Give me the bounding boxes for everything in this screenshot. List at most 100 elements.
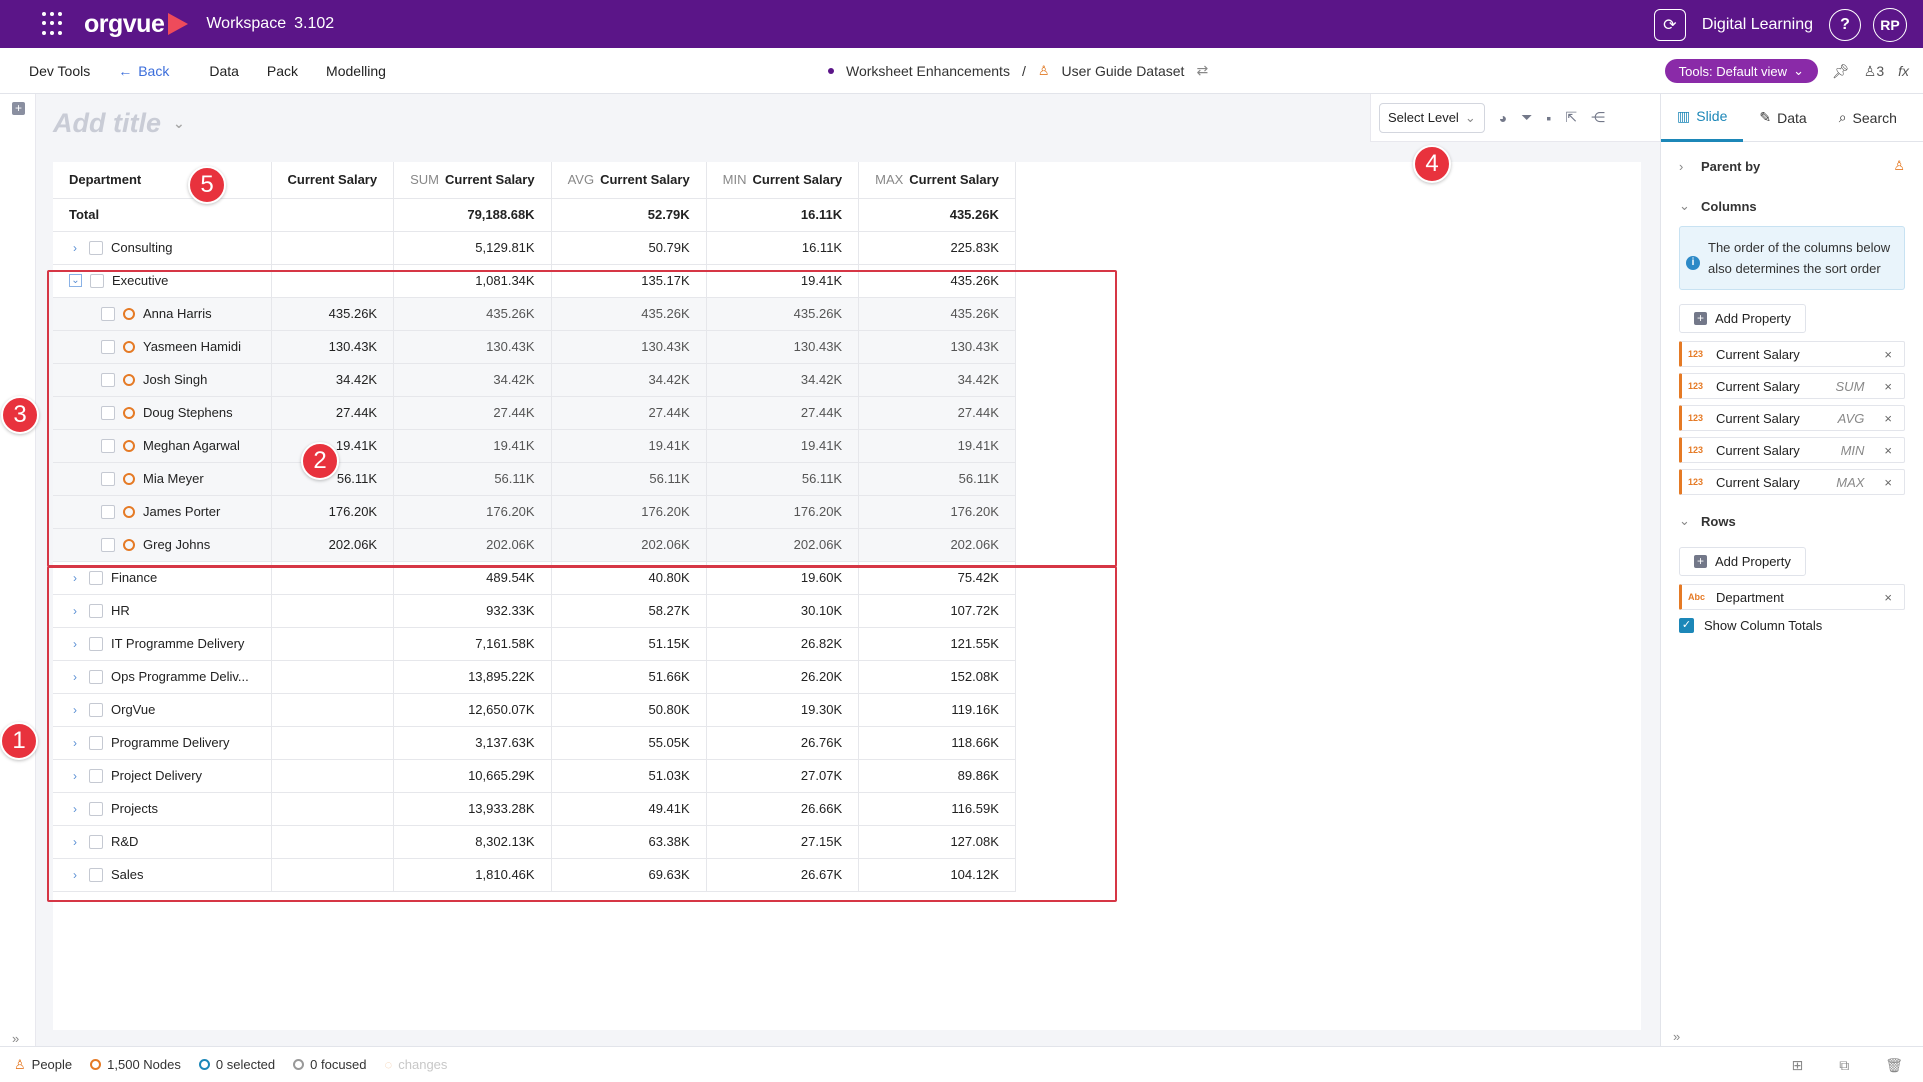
nodes-status[interactable]: 1,500 Nodes: [90, 1057, 181, 1072]
table-row[interactable]: › Consulting 5,129.81K 50.79K 16.11K 225.83K: [53, 231, 1016, 265]
tab-search[interactable]: ⌕ Search: [1823, 94, 1913, 142]
selected-status[interactable]: 0 selected: [198, 1057, 275, 1072]
columns-section[interactable]: ⌄ Columns: [1679, 186, 1905, 226]
table-row-child[interactable]: Meghan Agarwal 19.41K 19.41K 19.41K 19.41K 19…: [53, 429, 1016, 463]
row-checkbox[interactable]: [89, 801, 103, 816]
collapse-chevron-icon[interactable]: ⌄: [69, 274, 82, 287]
expand-left-icon[interactable]: »: [12, 1031, 20, 1046]
row-checkbox[interactable]: [101, 471, 115, 486]
refresh-button[interactable]: ⟳: [1653, 9, 1686, 41]
column-header-min[interactable]: MIN Current Salary: [706, 162, 860, 199]
app-grid-icon[interactable]: [42, 12, 66, 36]
department-cell[interactable]: › R&D: [53, 825, 272, 859]
property-aggregation[interactable]: SUM: [1835, 378, 1865, 394]
row-checkbox[interactable]: [101, 504, 115, 519]
expand-chevron-icon[interactable]: ›: [73, 603, 77, 618]
table-row[interactable]: › Project Delivery 10,665.29K 51.03K 27.07K 8…: [53, 759, 1016, 793]
show-column-totals-toggle[interactable]: ✓ Show Column Totals: [1679, 618, 1905, 633]
table-row-child[interactable]: Yasmeen Hamidi 130.43K 130.43K 130.43K 130.4…: [53, 330, 1016, 364]
property-item[interactable]: 123 Current Salary ×: [1679, 341, 1905, 367]
expand-chevron-icon[interactable]: ›: [73, 768, 77, 783]
expand-chevron-icon[interactable]: ›: [73, 801, 77, 816]
trash-icon[interactable]: 🗑︎: [1885, 1057, 1903, 1073]
department-cell[interactable]: Josh Singh: [53, 363, 272, 397]
property-aggregation[interactable]: MAX: [1836, 474, 1865, 490]
department-cell[interactable]: › Consulting: [53, 231, 272, 265]
add-icon[interactable]: ⊞: [1791, 1057, 1804, 1073]
department-cell[interactable]: › Project Delivery: [53, 759, 272, 793]
sync-icon[interactable]: ⇄: [1196, 62, 1209, 78]
department-cell[interactable]: Anna Harris: [53, 297, 272, 331]
users-count[interactable]: ♙3: [1864, 63, 1884, 80]
column-header-avg[interactable]: AVG Current Salary: [551, 162, 707, 199]
department-cell[interactable]: Mia Meyer: [53, 462, 272, 496]
nav-pack[interactable]: Pack: [266, 62, 299, 79]
table-row[interactable]: › IT Programme Delivery 7,161.58K 51.15K 26.…: [53, 627, 1016, 661]
dev-tools-link[interactable]: Dev Tools: [29, 62, 91, 79]
focused-status[interactable]: 0 focused: [293, 1057, 367, 1072]
back-link[interactable]: ← Back: [118, 63, 169, 79]
collapse-panel-icon[interactable]: »: [1673, 1029, 1681, 1044]
table-row[interactable]: ⌄ Executive 1,081.34K 135.17K 19.41K 435.26K: [53, 264, 1016, 298]
nav-modelling[interactable]: Modelling: [326, 62, 386, 79]
table-row[interactable]: › HR 932.33K 58.27K 30.10K 107.72K: [53, 594, 1016, 628]
table-row-child[interactable]: Josh Singh 34.42K 34.42K 34.42K 34.42K 34.42K: [53, 363, 1016, 397]
table-row[interactable]: › Projects 13,933.28K 49.41K 26.66K 116.59K: [53, 792, 1016, 826]
row-checkbox[interactable]: [101, 438, 115, 453]
expand-chevron-icon[interactable]: ›: [73, 570, 77, 585]
add-slide-icon[interactable]: +: [12, 102, 25, 115]
table-row[interactable]: › Ops Programme Deliv... 13,895.22K 51.66K 2…: [53, 660, 1016, 694]
table-row[interactable]: › Sales 1,810.46K 69.63K 26.67K 104.12K: [53, 858, 1016, 892]
help-button[interactable]: ?: [1829, 9, 1861, 41]
remove-icon[interactable]: ×: [1884, 378, 1892, 394]
table-row-child[interactable]: Greg Johns 202.06K 202.06K 202.06K 202.06K 20…: [53, 528, 1016, 562]
property-item[interactable]: 123 Current Salary MIN ×: [1679, 437, 1905, 463]
table-row[interactable]: › Programme Delivery 3,137.63K 55.05K 26.76K…: [53, 726, 1016, 760]
row-checkbox[interactable]: [101, 405, 115, 420]
table-row-child[interactable]: James Porter 176.20K 176.20K 176.20K 176.20K…: [53, 495, 1016, 529]
department-cell[interactable]: Meghan Agarwal: [53, 429, 272, 463]
row-checkbox[interactable]: [89, 636, 103, 651]
expand-chevron-icon[interactable]: ›: [73, 240, 77, 255]
add-row-property-button[interactable]: + Add Property: [1679, 547, 1806, 576]
row-checkbox[interactable]: [101, 339, 115, 354]
department-cell[interactable]: › Ops Programme Deliv...: [53, 660, 272, 694]
department-cell[interactable]: › Projects: [53, 792, 272, 826]
expand-chevron-icon[interactable]: ›: [73, 669, 77, 684]
title-input[interactable]: Add title ⌄: [53, 108, 185, 139]
org-name[interactable]: Digital Learning: [1701, 16, 1813, 33]
table-row-child[interactable]: Anna Harris 435.26K 435.26K 435.26K 435.26K 4…: [53, 297, 1016, 331]
nav-data[interactable]: Data: [209, 62, 239, 79]
table-row[interactable]: › R&D 8,302.13K 63.38K 27.15K 127.08K: [53, 825, 1016, 859]
property-aggregation[interactable]: MIN: [1840, 442, 1865, 458]
property-item[interactable]: 123 Current Salary AVG ×: [1679, 405, 1905, 431]
breadcrumb-dataset[interactable]: User Guide Dataset: [1061, 62, 1185, 79]
share-icon[interactable]: ⋲: [1591, 109, 1606, 125]
palette-icon[interactable]: ◕: [1498, 109, 1508, 126]
property-aggregation[interactable]: AVG: [1837, 410, 1865, 426]
department-cell[interactable]: ⌄ Executive: [53, 264, 272, 298]
orgvue-logo[interactable]: orgvue: [84, 10, 189, 39]
changes-status[interactable]: ◌ changes: [385, 1057, 448, 1072]
department-cell[interactable]: › Finance: [53, 561, 272, 595]
avatar[interactable]: RP: [1873, 8, 1907, 42]
row-checkbox[interactable]: [89, 735, 103, 750]
property-item[interactable]: 123 Current Salary SUM ×: [1679, 373, 1905, 399]
remove-icon[interactable]: ×: [1884, 442, 1892, 458]
tab-slide[interactable]: ▥ Slide: [1661, 94, 1744, 142]
remove-icon[interactable]: ×: [1884, 410, 1892, 426]
department-cell[interactable]: › Programme Delivery: [53, 726, 272, 760]
filter-icon[interactable]: ⏷: [1521, 109, 1533, 125]
remove-icon[interactable]: ×: [1884, 474, 1892, 490]
row-checkbox[interactable]: [101, 306, 115, 321]
breadcrumb-project[interactable]: Worksheet Enhancements: [846, 62, 1010, 79]
expand-chevron-icon[interactable]: ›: [73, 834, 77, 849]
parent-by-section[interactable]: › Parent by ♙: [1679, 146, 1905, 186]
department-cell[interactable]: Greg Johns: [53, 528, 272, 562]
remove-icon[interactable]: ×: [1884, 346, 1892, 362]
chevron-down-icon[interactable]: ⌄: [173, 115, 185, 131]
expand-chevron-icon[interactable]: ›: [73, 735, 77, 750]
row-checkbox[interactable]: [89, 603, 103, 618]
property-item[interactable]: 123 Current Salary MAX ×: [1679, 469, 1905, 495]
add-column-property-button[interactable]: + Add Property: [1679, 304, 1806, 333]
